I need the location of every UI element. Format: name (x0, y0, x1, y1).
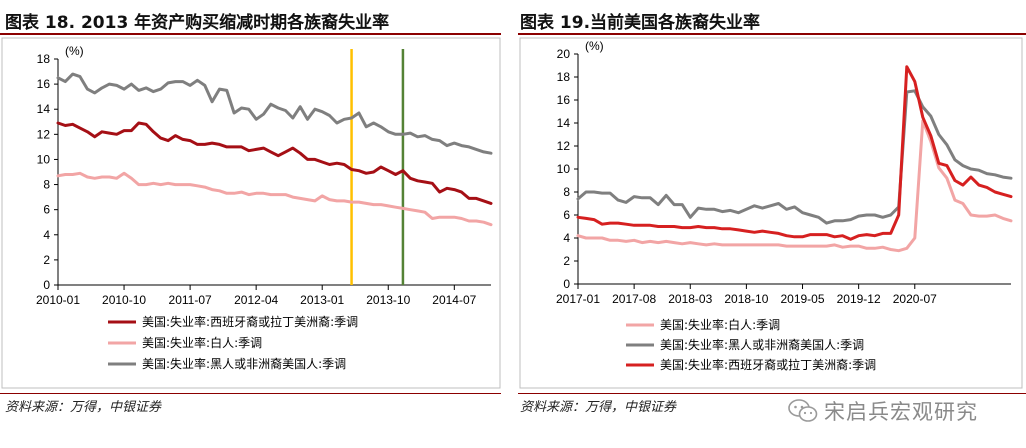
right-series-line-0 (576, 119, 1013, 253)
right-legend-label-0: 美国:失业率:白人:季调 (660, 317, 780, 332)
left-xtick-label: 2013-10 (366, 293, 410, 307)
right-ytick-label: 20 (557, 47, 571, 61)
right-ytick-label: 12 (557, 139, 571, 153)
left-legend-label-1: 美国:失业率:白人:季调 (142, 335, 262, 350)
watermark: 宋启兵宏观研究 (788, 396, 978, 426)
watermark-text: 宋启兵宏观研究 (824, 400, 978, 424)
left-xtick-label: 2010-01 (36, 293, 80, 307)
right-ytick-label: 18 (557, 70, 571, 84)
left-series-line-0 (56, 121, 493, 205)
right-series-line-1 (576, 89, 1013, 225)
right-ytick-label: 2 (563, 254, 570, 268)
left-source-rule (0, 393, 501, 394)
left-series-line-1 (56, 171, 493, 227)
right-ytick-label: 6 (563, 208, 570, 222)
left-ytick-label: 18 (37, 52, 51, 66)
right-xtick-label: 2019-05 (780, 292, 824, 306)
right-xtick-label: 2018-10 (724, 292, 768, 306)
left-xtick-label: 2013-01 (300, 293, 344, 307)
right-chart: 0 2 4 6 8 10 12 14 16 18 20 (%) 2017-01 2017-08 2018-0… (519, 37, 1023, 389)
right-series-line-2 (576, 65, 1013, 241)
left-ytick-label: 0 (43, 278, 50, 292)
left-ytick-label: 12 (37, 127, 51, 141)
right-title-rule (518, 33, 1026, 35)
wechat-icon (788, 399, 818, 422)
left-ytick-label: 8 (43, 178, 50, 192)
right-legend-label-1: 美国:失业率:黑人或非洲裔美国人:季调 (660, 337, 864, 352)
left-xtick-label: 2012-04 (234, 293, 278, 307)
left-ytick-label: 4 (43, 228, 50, 242)
left-ytick-label: 6 (43, 203, 50, 217)
left-legend-label-2: 美国:失业率:黑人或非洲裔美国人:季调 (142, 356, 346, 371)
right-ytick-label: 16 (557, 93, 571, 107)
left-ytick-label: 10 (37, 152, 51, 166)
left-figure-title: 图表 18. 2013 年资产购买缩减时期各族裔失业率 (5, 13, 390, 33)
left-chart: 0 2 4 6 8 10 12 14 16 18 (%) 2010-01 2010-10 2011-07 2… (1, 37, 501, 389)
right-source-note: 资料来源：万得，中银证券 (520, 400, 677, 415)
right-xtick-label: 2017-01 (556, 292, 600, 306)
left-xtick-label: 2011-07 (169, 293, 212, 307)
left-series-line-2 (56, 72, 493, 155)
right-ytick-label: 0 (563, 277, 570, 291)
left-legend-label-0: 美国:失业率:西班牙裔或拉丁美洲裔:季调 (142, 314, 358, 329)
left-ytick-label: 2 (43, 253, 50, 267)
right-legend-label-2: 美国:失业率:西班牙裔或拉丁美洲裔:季调 (660, 357, 876, 372)
right-xtick-label: 2017-08 (612, 292, 656, 306)
right-ytick-label: 14 (557, 116, 571, 130)
left-xtick-label: 2010-10 (102, 293, 146, 307)
left-title-rule (0, 33, 501, 35)
right-figure-title: 图表 19.当前美国各族裔失业率 (520, 13, 761, 33)
right-ytick-label: 10 (557, 162, 571, 176)
right-unit-label: (%) (585, 39, 604, 53)
right-xtick-label: 2018-03 (668, 292, 712, 306)
left-unit-label: (%) (65, 44, 84, 58)
left-xtick-label: 2014-07 (432, 293, 476, 307)
left-chart-frame (1, 37, 501, 389)
left-ytick-label: 14 (37, 102, 51, 116)
left-source-note: 资料来源：万得，中银证券 (5, 400, 162, 415)
right-ytick-label: 8 (563, 185, 570, 199)
right-xtick-label: 2019-12 (837, 292, 881, 306)
right-chart-frame (519, 37, 1023, 389)
left-ytick-label: 16 (37, 77, 51, 91)
right-xtick-label: 2020-07 (893, 292, 937, 306)
right-ytick-label: 4 (563, 231, 570, 245)
right-source-rule (518, 393, 1026, 394)
